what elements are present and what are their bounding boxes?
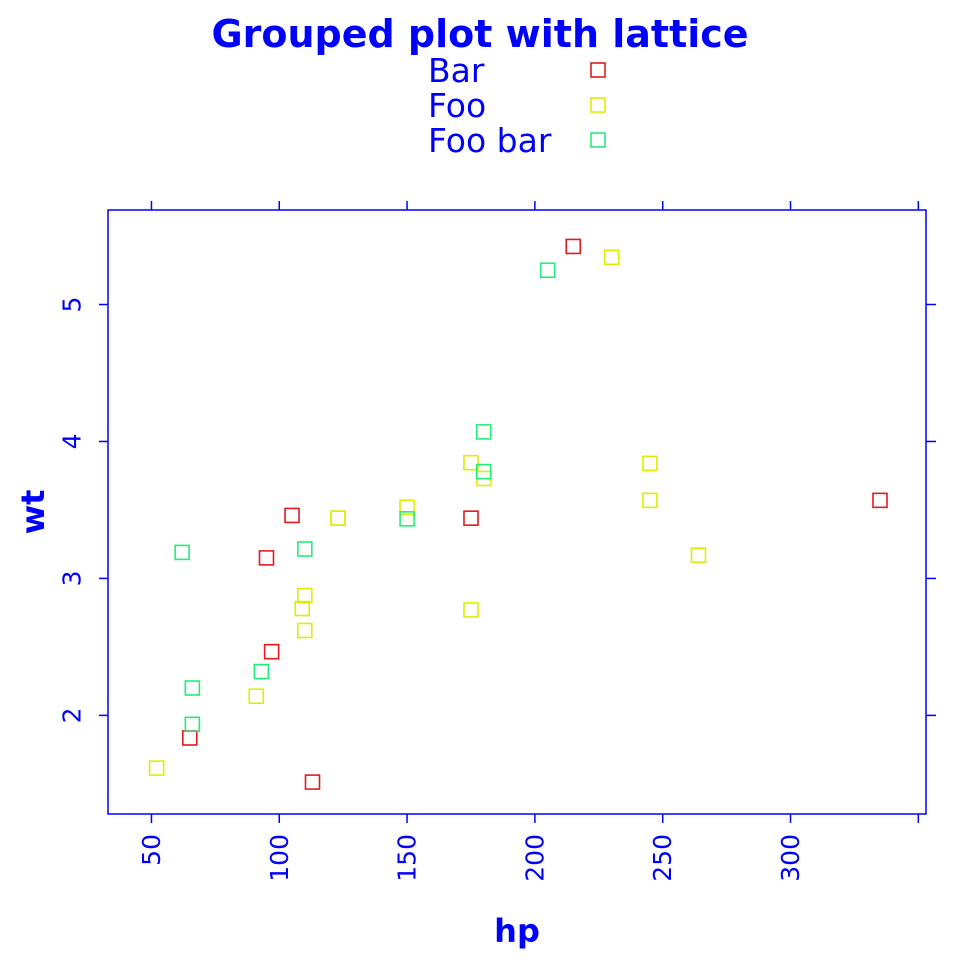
- data-point: [539, 262, 556, 279]
- y-tick-label: 4: [58, 434, 87, 450]
- data-point: [297, 622, 313, 639]
- data-point: [263, 643, 280, 660]
- y-tick-label: 5: [58, 297, 87, 313]
- data-points: [148, 238, 888, 790]
- x-axis-label: hp: [494, 912, 540, 950]
- x-axis: 50 100 150 200 250 300: [137, 201, 920, 882]
- data-point: [253, 663, 270, 680]
- data-point: [642, 492, 658, 509]
- y-axis: 2 3 4 5: [58, 297, 936, 723]
- data-point: [297, 541, 313, 557]
- legend-marker: [590, 132, 606, 148]
- x-tick-label: 100: [265, 834, 294, 882]
- data-point: [184, 716, 201, 733]
- data-point: [475, 424, 492, 440]
- legend-marker: [590, 62, 606, 78]
- data-point: [399, 499, 415, 516]
- y-tick-label: 2: [58, 707, 87, 723]
- data-point: [184, 680, 201, 696]
- legend-label: Bar: [428, 51, 485, 90]
- data-point: [297, 587, 313, 604]
- data-point: [690, 547, 707, 563]
- data-point: [304, 774, 321, 790]
- data-point: [603, 249, 620, 266]
- data-point: [182, 730, 198, 746]
- y-tick-label: 3: [58, 570, 87, 586]
- data-point: [463, 510, 479, 526]
- legend-label: Foo: [428, 86, 486, 125]
- data-point: [148, 760, 165, 776]
- data-point: [258, 550, 275, 566]
- legend-label: Foo bar: [428, 121, 552, 160]
- data-point: [294, 600, 311, 617]
- data-point: [872, 492, 888, 509]
- data-point: [174, 544, 190, 561]
- data-point: [463, 454, 479, 471]
- y-axis-label: wt: [14, 490, 52, 535]
- data-point: [565, 238, 582, 255]
- plot-frame: [107, 209, 927, 815]
- chart-title: Grouped plot with lattice: [211, 12, 748, 56]
- data-point: [399, 511, 415, 527]
- data-point: [642, 455, 658, 472]
- x-tick-label: 250: [648, 834, 677, 882]
- data-point: [330, 510, 346, 526]
- data-point: [463, 602, 479, 618]
- data-point: [330, 510, 346, 526]
- data-point: [248, 688, 265, 705]
- x-tick-label: 200: [520, 834, 549, 882]
- x-tick-label: 300: [776, 834, 805, 882]
- data-point: [284, 507, 300, 524]
- legend-marker: [590, 97, 606, 113]
- x-tick-label: 150: [393, 834, 422, 882]
- data-point: [475, 463, 492, 480]
- x-tick-label: 50: [137, 834, 166, 866]
